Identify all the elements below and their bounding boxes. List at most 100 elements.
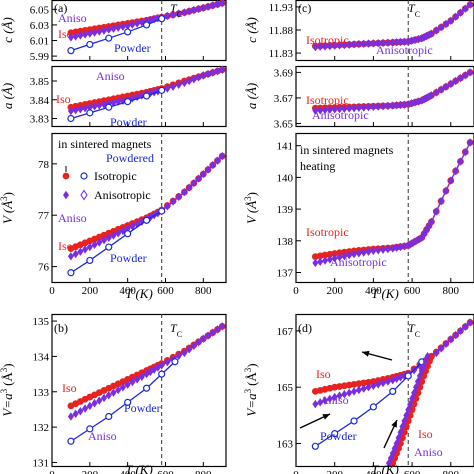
data-point [72, 105, 79, 115]
series-annotation: Iso [56, 92, 71, 106]
panel-frame [295, 132, 474, 284]
x-tick-label: 400 [365, 469, 382, 474]
data-point [399, 434, 406, 442]
series-annotation: Aniso [96, 69, 125, 83]
data-point [190, 341, 197, 351]
y-tick-label: 11.88 [269, 25, 294, 37]
x-tick-label: 400 [119, 469, 136, 474]
data-point [115, 228, 122, 238]
data-point [119, 22, 126, 31]
data-point [416, 383, 424, 391]
y-tick-label: 134 [33, 351, 50, 363]
data-point [214, 66, 221, 76]
data-point [397, 37, 404, 47]
legend-marker-powder [80, 172, 88, 180]
data-point [205, 165, 212, 174]
data-point [96, 238, 103, 247]
data-point [380, 102, 387, 111]
data-point [205, 69, 212, 79]
data-point [175, 192, 182, 202]
data-point [442, 186, 449, 196]
panel-letter: (d) [298, 321, 312, 335]
data-point [129, 377, 136, 387]
data-point [360, 384, 367, 393]
x-tick-label: 400 [119, 285, 136, 297]
y-tick-label: 135 [33, 316, 50, 328]
y-axis-label: V (Å3) [243, 192, 259, 224]
data-point [447, 79, 454, 89]
data-point [158, 15, 166, 23]
y-axis-label-sup: 3 [243, 388, 253, 393]
data-point [326, 255, 333, 264]
data-point [219, 0, 226, 8]
data-point [200, 71, 207, 80]
y-tick-label: 167 [277, 326, 294, 338]
data-point [190, 74, 197, 84]
series-annotation: Anisotropic [376, 43, 433, 57]
panel-frame [295, 65, 474, 128]
data-point [115, 385, 122, 395]
data-point [105, 25, 112, 34]
data-point [72, 249, 79, 259]
data-point [86, 109, 94, 117]
data-point [181, 78, 188, 88]
data-point [82, 404, 89, 413]
data-point [375, 380, 382, 389]
y-axis-label-end: ) [244, 192, 259, 196]
data-point [181, 348, 188, 358]
data-point [86, 29, 93, 38]
data-point [200, 169, 207, 179]
data-point [77, 407, 84, 416]
data-point [375, 38, 382, 48]
data-point [452, 166, 459, 176]
arrow-head [322, 414, 330, 420]
y-axis-label-unit: (Å [0, 372, 15, 386]
data-point [351, 387, 358, 396]
data-point [124, 21, 131, 30]
panel-c_a [295, 65, 474, 128]
panel-a_c [51, 0, 227, 62]
data-point [389, 387, 397, 396]
data-point [401, 100, 408, 109]
panel-frame [295, 313, 474, 468]
data-point [370, 39, 377, 48]
data-point [462, 71, 469, 80]
data-point [86, 425, 94, 433]
data-point [171, 358, 179, 366]
data-point [370, 381, 377, 390]
data-point [331, 105, 338, 114]
data-point [355, 385, 362, 395]
data-point [124, 230, 132, 238]
data-point [411, 35, 418, 45]
data-point [322, 42, 329, 51]
y-axis-label: V (Å3) [0, 192, 15, 224]
data-point [438, 196, 445, 206]
tc-label: TC [170, 321, 182, 339]
data-point [462, 147, 469, 157]
y-axis-label-end: ) [0, 192, 15, 196]
y-axis-label-text: V=a [244, 393, 259, 417]
y-axis-label-text: V (Å [244, 201, 259, 224]
data-point [82, 245, 89, 254]
x-tick-label: 0 [49, 285, 55, 297]
series-annotation: Anisotropic [312, 108, 369, 122]
data-point [134, 219, 141, 229]
series-annotation: Aniso [88, 429, 117, 443]
panel-letter: (a) [54, 1, 67, 15]
tc-label: TC [408, 1, 420, 19]
data-point [105, 412, 113, 421]
legend-marker-aniso [63, 190, 69, 200]
tc-label: TC [408, 321, 420, 339]
series-annotation: Powder [110, 251, 147, 265]
y-axis-label-text: a (Å) [0, 83, 15, 109]
data-point [418, 378, 426, 385]
data-point [389, 244, 396, 253]
panel-a_v [51, 132, 227, 284]
data-point [355, 39, 362, 49]
y-axis-label-text: V (Å [0, 201, 15, 224]
data-point [186, 183, 193, 192]
series-annotation: Powder [114, 41, 151, 55]
data-point [86, 40, 94, 49]
y-axis-label: c (Å) [0, 17, 15, 43]
